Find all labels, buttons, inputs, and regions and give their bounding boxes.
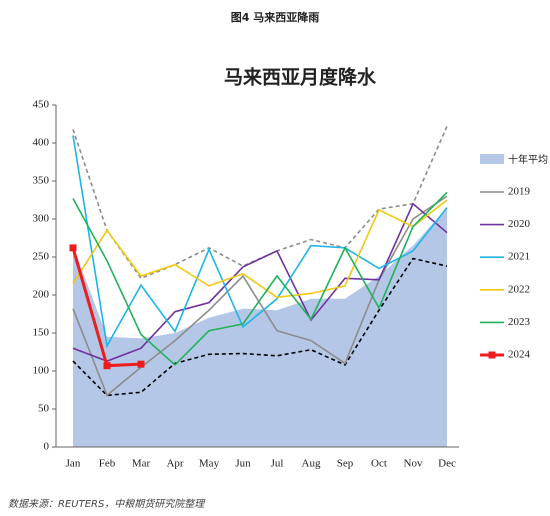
- legend-label: 2020: [508, 218, 531, 230]
- y-tick-label: 350: [33, 175, 50, 187]
- x-tick-label: Jun: [235, 458, 251, 470]
- legend-swatch: [480, 154, 504, 164]
- line-2020: [72, 202, 448, 362]
- line-2022: [72, 199, 448, 299]
- x-tick-label: Dec: [438, 458, 456, 470]
- x-tick-label: Mar: [132, 458, 151, 470]
- legend-marker: [488, 351, 496, 359]
- x-tick-label: Oct: [371, 458, 387, 470]
- legend-label: 2024: [508, 349, 531, 361]
- line-2019: [72, 195, 448, 397]
- x-tick-label: May: [199, 458, 220, 470]
- y-tick-label: 150: [33, 327, 50, 339]
- x-tick-label: Sep: [337, 458, 354, 470]
- x-tick-label: Apr: [166, 458, 183, 470]
- y-tick-label: 0: [44, 441, 50, 453]
- y-tick-label: 100: [33, 365, 50, 377]
- legend-label: 2023: [508, 316, 531, 328]
- x-tick-label: Jan: [66, 458, 81, 470]
- dashed-line: [72, 257, 448, 397]
- y-tick-label: 300: [33, 213, 50, 225]
- dashed-line: [72, 125, 448, 280]
- y-tick-label: 200: [33, 289, 50, 301]
- point: [69, 244, 77, 252]
- x-tick-label: Feb: [99, 458, 116, 470]
- chart-title: 马来西亚月度降水: [224, 66, 377, 89]
- y-tick-label: 250: [33, 251, 50, 263]
- x-tick-label: Aug: [302, 458, 321, 470]
- line-2023: [72, 191, 448, 367]
- average-area: [73, 207, 447, 447]
- line-2021: [72, 135, 448, 349]
- point: [137, 360, 145, 368]
- legend-label: 2019: [508, 186, 531, 198]
- y-tick-label: 50: [38, 403, 50, 415]
- y-tick-label: 400: [33, 137, 50, 149]
- point: [103, 362, 111, 370]
- legend-label: 2021: [508, 251, 530, 263]
- y-tick-label: 450: [33, 99, 50, 111]
- legend-label: 2022: [508, 283, 530, 295]
- x-tick-label: Jul: [271, 458, 284, 470]
- figure-label: 图4 马来西亚降雨: [231, 10, 319, 24]
- legend-label: 十年平均: [508, 153, 548, 166]
- source: 数据来源：REUTERS，中粮期货研究院整理: [8, 498, 206, 510]
- x-tick-label: Nov: [404, 458, 423, 470]
